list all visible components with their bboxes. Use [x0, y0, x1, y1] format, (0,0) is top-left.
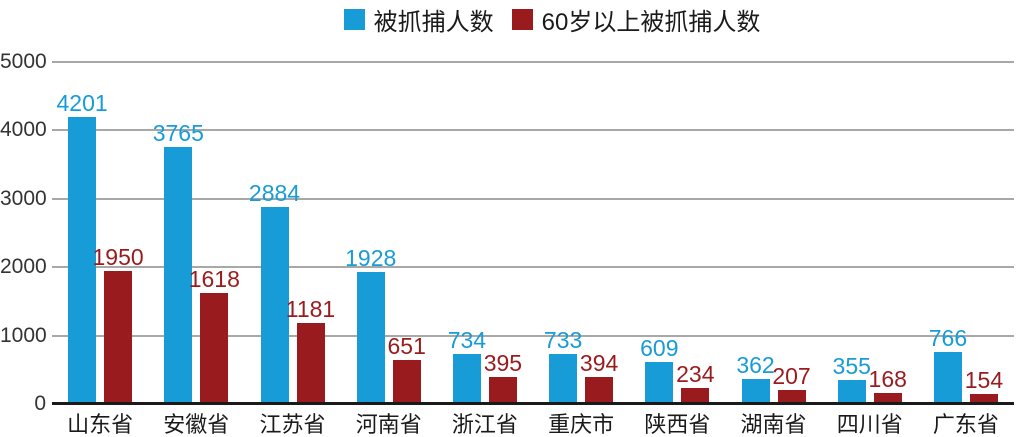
- value-label: 4201: [56, 89, 108, 116]
- bar-pair: 362 207: [736, 353, 811, 404]
- gridline-2000: [52, 266, 1014, 269]
- value-label: 1618: [188, 266, 240, 293]
- value-label: 168: [868, 365, 907, 392]
- value-label: 355: [832, 352, 871, 379]
- bar-pair: 355 168: [833, 354, 907, 404]
- bar-被抓捕人数-浙江省: 734: [448, 328, 486, 404]
- x-tick-label-山东省: 山东省: [67, 412, 134, 437]
- bar-group-四川省: 355 168: [822, 62, 918, 404]
- legend-item-captured: 被抓捕人数: [343, 2, 494, 37]
- bar-60岁以上被抓捕人数-河南省: 651: [388, 334, 426, 404]
- bar-被抓捕人数-四川省: 355: [833, 354, 871, 404]
- legend-label-captured: 被抓捕人数: [373, 9, 494, 36]
- bar-60岁以上被抓捕人数-广东省: 154: [965, 368, 1003, 404]
- x-axis-labels: 山东省 安徽省 江苏省 河南省 浙江省 重庆市 陕西省 湖南省 四川省 广东省: [52, 407, 1014, 437]
- y-tick-label-1000: 1000: [0, 323, 47, 347]
- bar-pair: 609 234: [640, 336, 715, 404]
- value-label: 1928: [345, 245, 397, 272]
- y-tick-label-2000: 2000: [0, 255, 47, 279]
- bar-pair: 766 154: [929, 326, 1003, 404]
- bar-groups: 4201 1950 3765 1618 2884 1181 1928 651 734 395 733…: [52, 62, 1014, 404]
- x-tick-label-重庆市: 重庆市: [548, 412, 615, 437]
- value-label: 651: [387, 332, 426, 359]
- bar-group-陕西省: 609 234: [629, 62, 725, 404]
- value-label: 1181: [285, 296, 336, 323]
- y-tick-label-5000: 5000: [0, 50, 47, 73]
- bar-被抓捕人数-湖南省: 362: [736, 353, 775, 404]
- value-label: 154: [964, 366, 1004, 393]
- x-tick-label-河南省: 河南省: [355, 412, 422, 437]
- bar-pair: 734 395: [448, 328, 522, 404]
- bar-60岁以上被抓捕人数-江苏省: 1181: [286, 297, 335, 404]
- value-label: 766: [928, 324, 968, 351]
- bar-被抓捕人数-陕西省: 609: [640, 336, 679, 404]
- bar-60岁以上被抓捕人数-山东省: 1950: [93, 245, 144, 404]
- y-axis-labels: 0 1000 2000 3000 4000 5000: [0, 51, 47, 415]
- bar-group-河南省: 1928 651: [341, 62, 437, 404]
- bar-60岁以上被抓捕人数-安徽省: 1618: [189, 267, 240, 404]
- bar-被抓捕人数-山东省: 4201: [57, 91, 108, 404]
- value-label: 1950: [92, 243, 144, 270]
- gridline-5000: [52, 61, 1014, 63]
- bar-pair: 2884 1181: [249, 181, 335, 404]
- bar-被抓捕人数-江苏省: 2884: [249, 181, 300, 404]
- x-tick-label-江苏省: 江苏省: [259, 412, 326, 437]
- bar-group-安徽省: 3765 1618: [148, 62, 244, 404]
- bar-group-江苏省: 2884 1181: [244, 62, 340, 404]
- bar-60岁以上被抓捕人数-浙江省: 395: [484, 351, 522, 404]
- bar-被抓捕人数-安徽省: 3765: [153, 121, 204, 404]
- bar-pair: 3765 1618: [153, 121, 240, 404]
- plot-area: 4201 1950 3765 1618 2884 1181 1928 651 734 395 733…: [52, 61, 1014, 405]
- bar-pair: 733 394: [544, 328, 618, 404]
- x-tick-label-陕西省: 陕西省: [644, 412, 711, 437]
- bar-被抓捕人数-河南省: 1928: [345, 246, 396, 404]
- bar-group-山东省: 4201 1950: [52, 62, 148, 404]
- value-label: 733: [543, 326, 583, 353]
- value-label: 734: [447, 326, 487, 353]
- y-tick-label-4000: 4000: [0, 118, 47, 142]
- value-label: 609: [640, 335, 679, 362]
- legend-swatch-blue-icon: [343, 9, 365, 30]
- value-label: 395: [483, 350, 523, 376]
- value-label: 394: [579, 350, 619, 377]
- bar-被抓捕人数-广东省: 766: [929, 326, 967, 404]
- gridline-1000: [52, 334, 1014, 337]
- gridline-4000: [52, 129, 1014, 132]
- value-label: 3765: [152, 119, 204, 146]
- bar-pair: 1928 651: [345, 246, 426, 404]
- legend-item-over60: 60岁以上被抓捕人数: [511, 2, 761, 37]
- legend-label-over60: 60岁以上被抓捕人数: [541, 9, 761, 36]
- value-label: 362: [736, 352, 775, 379]
- chart-legend: 被抓捕人数 60岁以上被抓捕人数: [0, 2, 1024, 37]
- bar-60岁以上被抓捕人数-四川省: 168: [869, 367, 907, 404]
- bar-group-浙江省: 734 395: [437, 62, 533, 404]
- x-tick-label-湖南省: 湖南省: [740, 412, 807, 437]
- bar-60岁以上被抓捕人数-陕西省: 234: [676, 362, 715, 404]
- bar-pair: 4201 1950: [57, 91, 144, 404]
- bar-60岁以上被抓捕人数-重庆市: 394: [580, 351, 618, 404]
- bar-group-广东省: 766 154: [918, 62, 1014, 404]
- value-label: 234: [676, 361, 715, 387]
- legend-swatch-red-icon: [511, 9, 533, 30]
- value-label: 207: [772, 362, 811, 389]
- y-tick-label-0: 0: [34, 392, 46, 415]
- bar-被抓捕人数-重庆市: 733: [544, 328, 582, 404]
- bar-60岁以上被抓捕人数-湖南省: 207: [772, 364, 811, 404]
- y-tick-label-3000: 3000: [0, 186, 47, 210]
- x-tick-label-广东省: 广东省: [932, 412, 999, 437]
- x-tick-label-四川省: 四川省: [836, 412, 903, 437]
- bar-group-湖南省: 362 207: [725, 62, 821, 404]
- x-tick-label-安徽省: 安徽省: [163, 412, 230, 437]
- gridline-3000: [52, 197, 1014, 200]
- bar-group-重庆市: 733 394: [533, 62, 629, 404]
- value-label: 2884: [248, 179, 301, 206]
- x-axis-line: [52, 402, 1014, 405]
- x-tick-label-浙江省: 浙江省: [451, 412, 518, 437]
